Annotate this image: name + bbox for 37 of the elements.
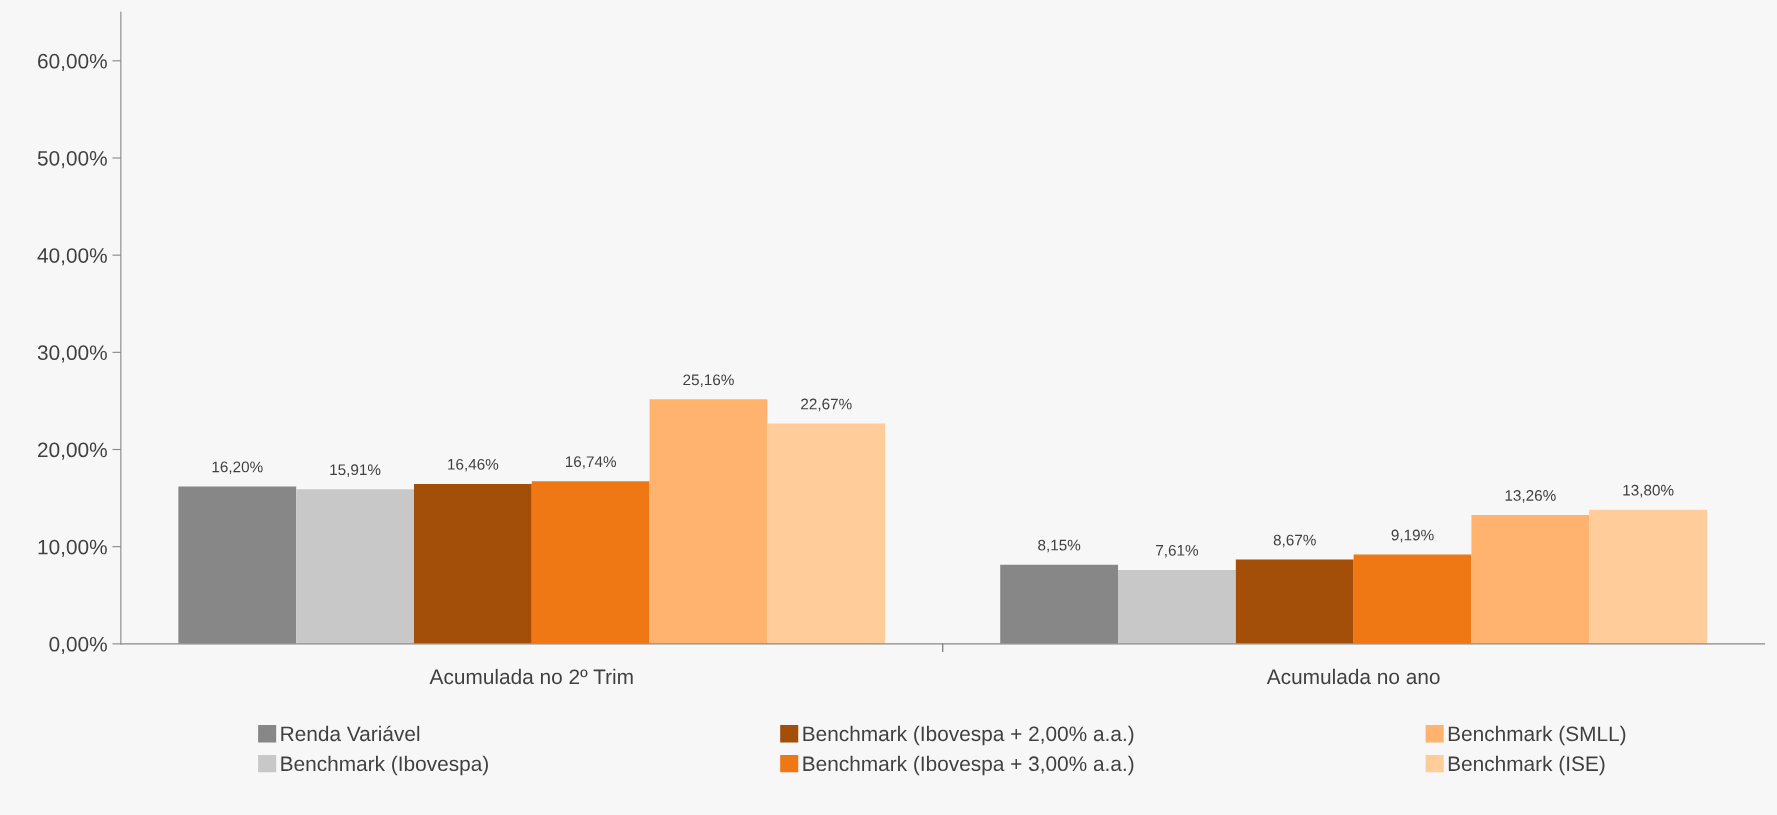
bar (649, 399, 768, 644)
data-label: 8,67% (1273, 534, 1316, 548)
legend-label: Benchmark (Ibovespa + 3,00% a.a.) (803, 755, 1134, 776)
bar (1118, 569, 1236, 644)
data-label: 8,15% (1038, 539, 1081, 553)
legend-label: Benchmark (Ibovespa) (281, 755, 488, 776)
data-label: 13,26% (1505, 490, 1556, 503)
bar (1471, 515, 1590, 644)
x-tick-label: Acumulada no 2º Trim (429, 668, 633, 685)
data-label: 9,19% (1391, 529, 1434, 543)
data-label: 16,46% (448, 458, 499, 472)
bar (1353, 554, 1472, 644)
x-tick-label: Acumulada no ano (1266, 668, 1440, 685)
data-label: 15,91% (330, 464, 381, 477)
data-label: 13,80% (1623, 484, 1674, 498)
legend-label: Benchmark (SMLL) (1448, 725, 1626, 746)
data-label: 22,67% (801, 398, 852, 412)
bar (767, 423, 886, 644)
bar (296, 489, 414, 644)
bar (531, 481, 650, 644)
y-tick-label: 0,00% (49, 636, 107, 655)
y-tick-label: 60,00% (38, 53, 107, 72)
data-label: 16,74% (565, 456, 617, 469)
data-label: 7,61% (1156, 544, 1199, 558)
y-tick-label: 20,00% (38, 442, 107, 460)
legend-label: Benchmark (ISE) (1448, 755, 1605, 776)
y-tick-label: 50,00% (37, 150, 107, 169)
legend-label: Benchmark (Ibovespa + 2,00% a.a.) (803, 725, 1134, 746)
data-label: 16,20% (212, 461, 263, 475)
y-tick-label: 10,00% (38, 539, 107, 557)
y-tick-label: 30,00% (37, 345, 107, 363)
data-label: 25,16% (683, 374, 734, 388)
bar (1589, 509, 1708, 644)
y-tick-label: 40,00% (37, 248, 107, 266)
bar (1235, 559, 1354, 644)
legend-label: Renda Variável (281, 725, 420, 742)
bar (413, 483, 532, 644)
